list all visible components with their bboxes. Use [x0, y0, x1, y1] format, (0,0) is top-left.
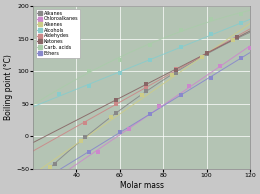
Point [157, 104, 161, 107]
Point [209, 18, 213, 21]
Point [235, 36, 239, 39]
Point [144, 83, 148, 86]
Legend: Alkanes, Chloroalkanes, Alkenes, Alcohols, Aldehydes, Ketones, Carb. acids, Ethe: Alkanes, Chloroalkanes, Alkenes, Alcohol… [36, 9, 80, 58]
Point [118, 58, 122, 61]
Point [187, 84, 191, 87]
Point [96, 150, 100, 153]
Point [87, 150, 92, 153]
Point [178, 93, 183, 96]
Point [178, 45, 183, 48]
Point [239, 22, 243, 25]
Point [239, 12, 243, 16]
Point [170, 74, 174, 77]
Point [87, 69, 92, 72]
Point [248, 47, 252, 50]
Point [126, 127, 131, 130]
Point [235, 36, 239, 40]
Point [231, 38, 235, 42]
Point [205, 51, 209, 55]
Y-axis label: Boiling point (°C): Boiling point (°C) [4, 55, 13, 120]
Point [83, 121, 87, 124]
Point [148, 112, 152, 115]
Point [205, 53, 209, 56]
Point [148, 43, 152, 46]
Point [148, 59, 152, 62]
Point [113, 98, 118, 101]
Point [109, 115, 113, 118]
Point [118, 72, 122, 75]
Point [113, 111, 118, 114]
Point [144, 90, 148, 93]
Point [113, 103, 118, 106]
Point [239, 56, 243, 59]
Point [87, 84, 92, 87]
Point [209, 76, 213, 79]
Point [178, 29, 183, 32]
Point [57, 93, 61, 96]
Point [174, 71, 178, 74]
Point [139, 94, 144, 97]
Point [48, 165, 53, 168]
Point [205, 51, 209, 55]
Point [200, 55, 204, 58]
Point [79, 139, 83, 142]
X-axis label: Molar mass: Molar mass [120, 181, 164, 190]
Point [53, 162, 57, 165]
Point [235, 36, 239, 39]
Point [174, 68, 178, 71]
Point [83, 135, 87, 139]
Point [218, 64, 222, 68]
Point [144, 85, 148, 88]
Point [118, 130, 122, 133]
Point [174, 68, 178, 72]
Point [209, 33, 213, 36]
